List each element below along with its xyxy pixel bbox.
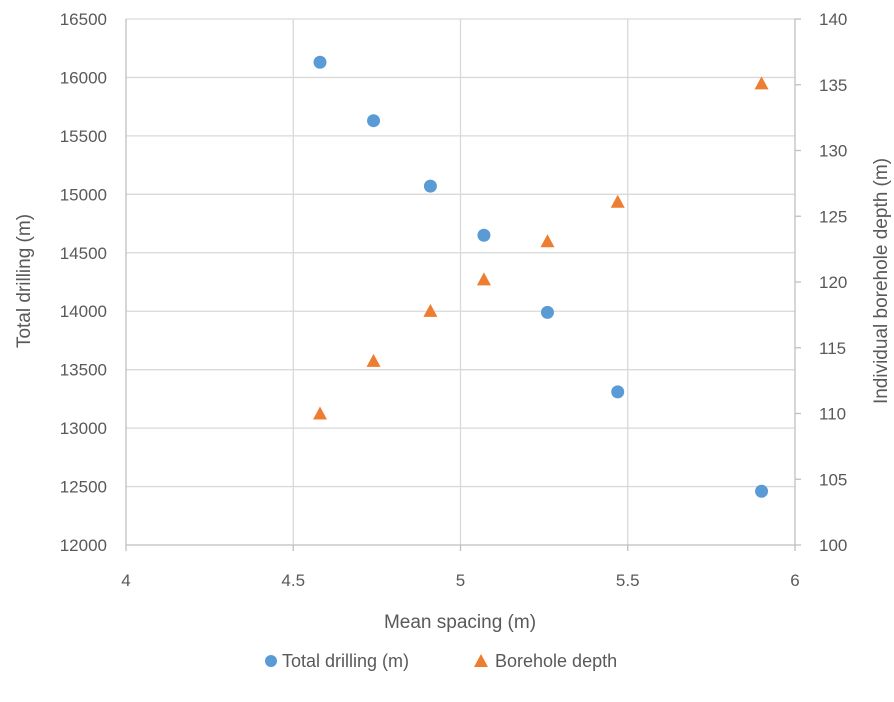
left-axis-ticks: 12000 12500 13000 13500 14000 14500 15000 15500… — [60, 10, 107, 555]
right-tick-label: 115 — [819, 339, 846, 358]
left-tick-label: 16500 — [60, 10, 107, 29]
right-axis-ticks: 100 105 110 115 120 125 130 135 140 — [795, 10, 847, 555]
point-borehole-depth — [610, 194, 625, 208]
x-tick-label: 6 — [790, 571, 799, 590]
left-tick-label: 13500 — [60, 361, 107, 380]
point-borehole-depth — [313, 406, 328, 420]
right-axis-title: Individual borehole depth (m) — [871, 158, 892, 404]
data-points — [313, 55, 769, 498]
point-total-drilling — [367, 114, 381, 128]
grid-lines — [126, 18, 795, 545]
point-total-drilling — [611, 385, 625, 399]
x-tick-label: 5.5 — [616, 571, 640, 590]
legend-label-total-drilling: Total drilling (m) — [282, 651, 409, 671]
left-tick-label: 14000 — [60, 302, 107, 321]
point-borehole-depth — [366, 353, 381, 367]
point-borehole-depth — [754, 76, 769, 90]
legend: Total drilling (m) Borehole depth — [265, 651, 617, 671]
point-total-drilling — [477, 228, 491, 242]
right-tick-label: 100 — [819, 536, 847, 555]
right-tick-label: 140 — [819, 10, 847, 29]
right-tick-label: 110 — [819, 405, 846, 424]
right-tick-label: 135 — [819, 76, 847, 95]
x-tick-label: 4 — [121, 571, 130, 590]
left-tick-label: 12000 — [60, 536, 107, 555]
point-borehole-depth — [540, 234, 555, 248]
left-tick-label: 16000 — [60, 68, 107, 87]
left-tick-label: 14500 — [60, 244, 107, 263]
point-borehole-depth — [423, 303, 438, 317]
legend-marker-borehole-depth — [474, 654, 488, 667]
left-tick-label: 15000 — [60, 185, 107, 204]
right-tick-label: 125 — [819, 207, 847, 226]
x-axis-ticks: 4 4.5 5 5.5 6 — [121, 571, 799, 590]
legend-label-borehole-depth: Borehole depth — [495, 651, 617, 671]
x-tick-label: 4.5 — [281, 571, 305, 590]
point-total-drilling — [755, 484, 769, 498]
right-tick-label: 130 — [819, 142, 847, 161]
point-total-drilling — [423, 179, 437, 193]
left-axis-title: Total drilling (m) — [14, 214, 35, 348]
left-tick-label: 15500 — [60, 127, 107, 146]
left-tick-label: 13000 — [60, 419, 107, 438]
x-axis-title: Mean spacing (m) — [384, 612, 536, 633]
right-tick-label: 105 — [819, 470, 847, 489]
point-total-drilling — [313, 55, 327, 69]
x-tick-label: 5 — [456, 571, 465, 590]
point-borehole-depth — [476, 272, 491, 286]
legend-marker-total-drilling — [265, 655, 277, 667]
right-tick-label: 120 — [819, 273, 847, 292]
point-total-drilling — [540, 305, 554, 319]
left-tick-label: 12500 — [60, 478, 107, 497]
